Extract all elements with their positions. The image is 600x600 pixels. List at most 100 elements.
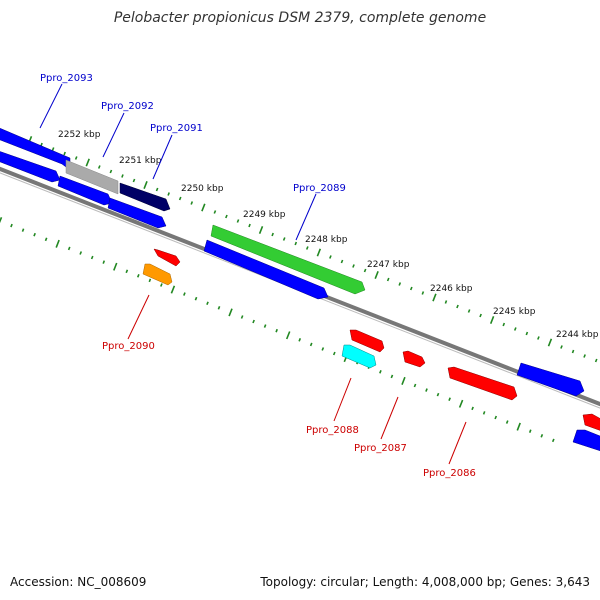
gene-label-reverse: Ppro_2086 bbox=[423, 468, 476, 479]
cds-forward bbox=[572, 429, 600, 452]
tick-labels: 2252 kbp 2251 kbp 2250 kbp 2249 kbp 2248… bbox=[58, 130, 599, 340]
connector-ppro-2092 bbox=[102, 112, 125, 158]
cds-reverse bbox=[447, 366, 518, 401]
tick-label: 2248 kbp bbox=[305, 235, 348, 245]
ruler-minor-tick bbox=[51, 147, 55, 151]
gene-label-reverse: Ppro_2088 bbox=[306, 425, 359, 436]
ruler-minor-tick bbox=[225, 214, 228, 219]
ruler-minor-tick bbox=[213, 210, 217, 214]
ruler-minor-tick bbox=[540, 434, 544, 438]
ruler-minor-tick bbox=[413, 383, 417, 388]
ruler-minor-tick bbox=[74, 156, 78, 160]
ruler-minor-tick bbox=[44, 237, 48, 242]
gene-label-forward: Ppro_2093 bbox=[40, 73, 93, 84]
ruler-minor-tick bbox=[390, 374, 394, 379]
ruler-major-tick bbox=[432, 293, 437, 302]
ruler-minor-tick bbox=[502, 322, 506, 327]
tick-label: 2252 kbp bbox=[58, 130, 101, 140]
gene-label-forward: Ppro_2092 bbox=[101, 101, 154, 112]
ruler-minor-tick bbox=[363, 268, 367, 273]
tick-label: 2244 kbp bbox=[556, 330, 599, 340]
ruler-minor-tick bbox=[528, 429, 532, 433]
ruler-minor-tick bbox=[482, 411, 486, 415]
gene-label-forward: Ppro_2089 bbox=[293, 183, 346, 194]
tick-label: 2250 kbp bbox=[181, 184, 224, 194]
ruler-minor-tick bbox=[90, 255, 94, 260]
tick-label: 2246 kbp bbox=[430, 284, 473, 294]
ruler-major-tick bbox=[374, 271, 379, 279]
connector-ppro-2093 bbox=[39, 83, 63, 129]
ruler-major-tick bbox=[401, 376, 406, 385]
ruler-minor-tick bbox=[97, 165, 101, 169]
ruler-major-tick bbox=[0, 216, 3, 224]
ruler-minor-tick bbox=[240, 315, 244, 319]
ruler-minor-tick bbox=[444, 300, 448, 304]
ruler-minor-tick bbox=[513, 327, 517, 331]
ruler-minor-tick bbox=[309, 342, 313, 347]
ruler-minor-tick bbox=[551, 438, 555, 443]
gene-label-reverse: Ppro_2087 bbox=[354, 443, 407, 454]
cds-forward bbox=[57, 175, 113, 206]
ruler-minor-tick bbox=[79, 251, 83, 255]
reverse-features bbox=[142, 248, 600, 452]
ruler-minor-tick bbox=[263, 324, 267, 328]
ruler-major-tick bbox=[258, 226, 264, 234]
cds-reverse bbox=[582, 413, 600, 431]
ruler-minor-tick bbox=[132, 178, 136, 183]
ruler-forward bbox=[27, 135, 598, 363]
ruler-minor-tick bbox=[379, 370, 382, 374]
ruler-minor-tick bbox=[275, 328, 278, 333]
ruler-minor-tick bbox=[294, 241, 298, 246]
ruler-minor-tick bbox=[298, 338, 302, 342]
ruler-minor-tick bbox=[160, 283, 163, 287]
feature-green-ppro2089 bbox=[210, 224, 366, 295]
ruler-minor-tick bbox=[436, 392, 440, 397]
ruler-minor-tick bbox=[67, 246, 71, 251]
ruler-major-tick bbox=[170, 285, 176, 294]
tick-label: 2251 kbp bbox=[119, 156, 162, 166]
ruler-major-tick bbox=[489, 316, 495, 324]
ruler-minor-tick bbox=[471, 406, 474, 411]
ruler-minor-tick bbox=[537, 336, 540, 340]
ruler-minor-tick bbox=[448, 397, 451, 401]
feature-gray-ppro2092 bbox=[65, 159, 119, 195]
ruler-minor-tick bbox=[321, 347, 325, 351]
feature-orange-ppro2090 bbox=[142, 263, 173, 286]
ruler-minor-tick bbox=[505, 420, 509, 424]
ruler-major-tick bbox=[85, 158, 90, 167]
ruler-major-tick bbox=[547, 338, 553, 347]
map-title: Pelobacter propionicus DSM 2379, complet… bbox=[114, 10, 486, 26]
ruler-minor-tick bbox=[21, 228, 25, 232]
ruler-minor-tick bbox=[206, 301, 209, 306]
ruler-minor-tick bbox=[456, 304, 459, 309]
cds-forward bbox=[203, 239, 329, 300]
label-connectors bbox=[39, 83, 467, 465]
ruler-minor-tick bbox=[155, 187, 159, 192]
ruler-major-tick bbox=[143, 181, 148, 189]
gene-label-forward: Ppro_2091 bbox=[150, 123, 203, 134]
ruler-minor-tick bbox=[571, 349, 575, 354]
ruler-minor-tick bbox=[236, 219, 240, 223]
ruler-minor-tick bbox=[340, 259, 344, 264]
ruler-minor-tick bbox=[33, 232, 36, 237]
tick-label: 2249 kbp bbox=[243, 210, 286, 220]
ruler-major-tick bbox=[316, 248, 322, 257]
gene-label-reverse: Ppro_2090 bbox=[102, 341, 155, 352]
cds-reverse bbox=[349, 329, 385, 353]
ruler-major-tick bbox=[113, 262, 118, 271]
cds-forward bbox=[107, 197, 167, 229]
gene-labels: Ppro_2093 Ppro_2092 Ppro_2091 Ppro_2089 … bbox=[40, 73, 476, 479]
ruler-minor-tick bbox=[252, 319, 255, 324]
ruler-major-tick bbox=[228, 308, 233, 317]
ruler-minor-tick bbox=[494, 415, 498, 420]
ruler-minor-tick bbox=[467, 309, 471, 313]
ruler-minor-tick bbox=[329, 255, 332, 259]
ruler-minor-tick bbox=[178, 196, 182, 201]
ruler-minor-tick bbox=[583, 354, 586, 358]
ruler-minor-tick bbox=[183, 292, 186, 296]
connector-ppro-2088 bbox=[333, 377, 352, 422]
ruler-minor-tick bbox=[148, 278, 152, 283]
ruler-reverse bbox=[0, 216, 555, 443]
connector-ppro-2091 bbox=[152, 134, 173, 180]
